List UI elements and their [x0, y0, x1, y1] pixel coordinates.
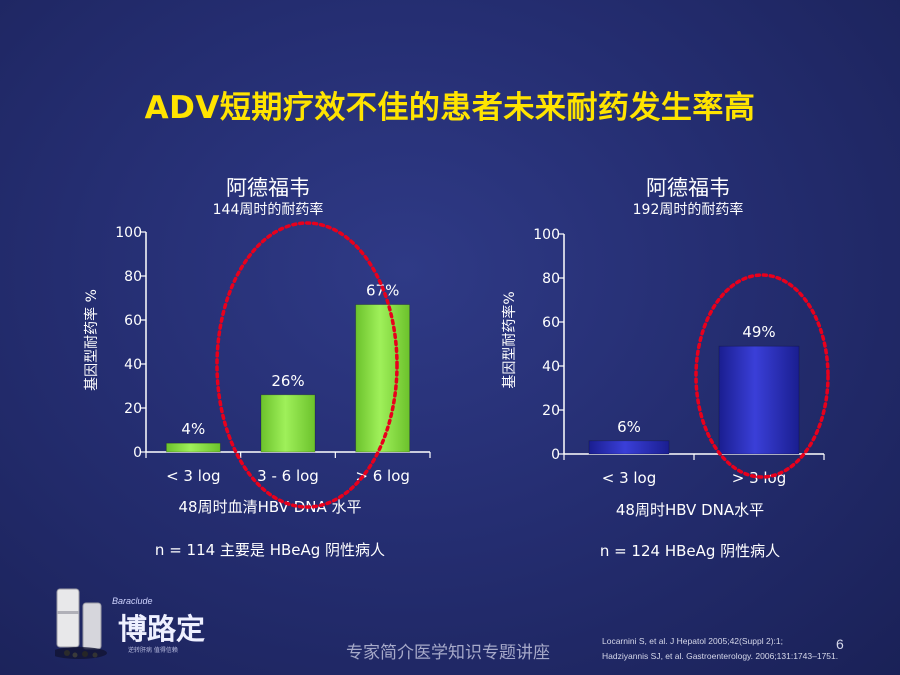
chart1-y-tick-label: 20 — [124, 401, 142, 417]
chart1-subtitle: 144周时的耐药率 — [213, 201, 324, 218]
chart2-bar — [718, 345, 800, 455]
references: Locarnini S, et al. J Hepatol 2005;42(Su… — [602, 634, 838, 664]
chart1-xlabel: 48周时血清HBV DNA 水平 — [178, 498, 361, 516]
chart2-data-label: 49% — [742, 323, 775, 341]
footer-text: 专家简介医学知识专题讲座 — [346, 643, 550, 663]
chart2-y-tick-label: 60 — [542, 315, 560, 331]
chart2-ylabel: 基因型耐药率% — [501, 291, 518, 388]
chart1-y-tick-label: 40 — [124, 357, 142, 373]
chart1-plot: 0 20 40 60 80 100 < 3 log 4% 3 - 6 log 26% > 6 log… — [115, 221, 431, 509]
chart2-y-tick-label: 0 — [551, 447, 560, 463]
reference-1: Locarnini S, et al. J Hepatol 2005;42(Su… — [602, 636, 783, 646]
slide-number: 6 — [836, 636, 844, 652]
chart1-data-label: 4% — [181, 420, 205, 438]
chart1-note: n = 114 主要是 HBeAg 阴性病人 — [155, 541, 385, 559]
chart2-y-tick-label: 20 — [542, 403, 560, 419]
logo-brand: Baraclude — [112, 596, 153, 606]
reference-2: Hadziyannis SJ, et al. Gastroenterology.… — [602, 651, 839, 661]
chart1-title: 阿德福韦 — [226, 176, 310, 200]
chart2-title: 阿德福韦 — [646, 176, 730, 200]
chart2-y-tick-label: 40 — [542, 359, 560, 375]
chart1-bar — [355, 304, 411, 453]
chart1-x-tick-label: > 6 log — [355, 467, 410, 485]
chart1-y-tick-label: 60 — [124, 313, 142, 329]
chart1-ylabel: 基因型耐药率 % — [83, 289, 100, 391]
chart1-highlight-ellipse — [215, 221, 399, 509]
chart2-y-tick-label: 80 — [542, 271, 560, 287]
chart2-highlight-ellipse — [694, 273, 830, 479]
chart2-subtitle: 192周时的耐药率 — [633, 201, 744, 218]
chart1-bar — [165, 442, 221, 453]
chart1-y-tick-label: 0 — [133, 445, 142, 461]
chart2-y-tick-label: 100 — [533, 227, 560, 243]
chart2-x-tick-label: < 3 log — [602, 469, 657, 487]
chart1-y-tick-label: 100 — [115, 225, 142, 241]
logo-name: 博路定 — [118, 612, 206, 646]
chart2-xlabel: 48周时HBV DNA水平 — [616, 501, 764, 519]
chart1-data-label: 26% — [271, 372, 304, 390]
chart2-note: n = 124 HBeAg 阴性病人 — [600, 542, 780, 560]
logo-tagline: 逆转肝病 值得信赖 — [128, 647, 178, 654]
chart2-bar — [588, 440, 670, 455]
baraclude-logo — [55, 588, 107, 659]
chart1-x-tick-label: < 3 log — [166, 467, 221, 485]
slide-title: ADV短期疗效不佳的患者未来耐药发生率高 — [144, 90, 756, 126]
chart1-x-tick-label: 3 - 6 log — [257, 467, 319, 485]
chart1-bar — [260, 394, 316, 453]
chart2-data-label: 6% — [617, 418, 641, 436]
chart1-y-tick-label: 80 — [124, 269, 142, 285]
